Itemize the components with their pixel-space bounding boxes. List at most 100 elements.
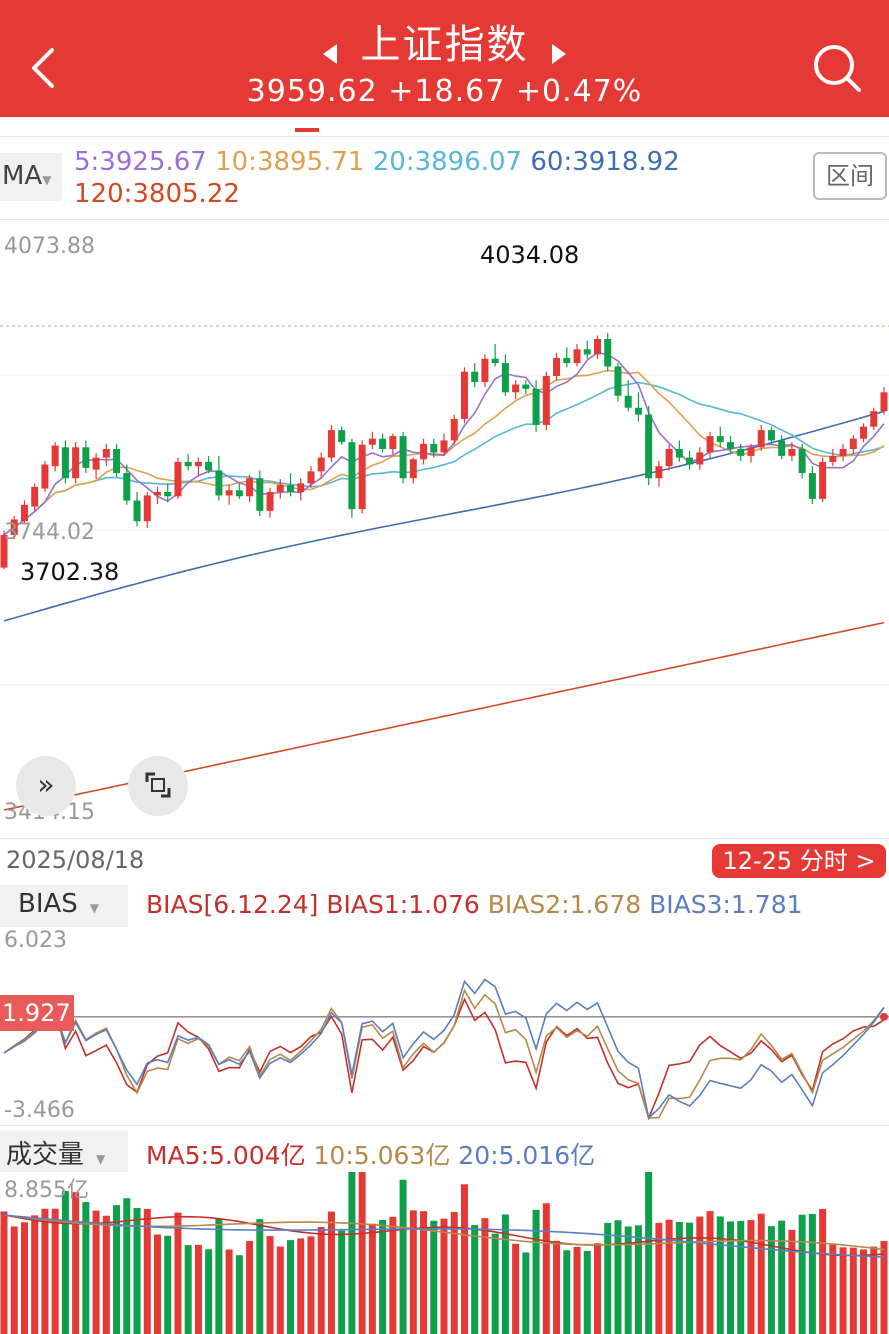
volume-bar (31, 1215, 39, 1334)
prev-index-icon[interactable] (323, 43, 338, 64)
candle (205, 461, 213, 471)
range-button[interactable]: 区间 (813, 152, 887, 200)
chevron-down-icon: ▼ (42, 173, 52, 187)
divider (0, 136, 889, 137)
candle (460, 371, 468, 419)
volume-bar (72, 1192, 80, 1334)
candle (573, 349, 581, 364)
volume-bar (194, 1244, 202, 1334)
candle (819, 461, 827, 499)
ma60-value: 60:3918.92 (530, 147, 680, 177)
volume-bar (256, 1219, 264, 1334)
volume-bar (655, 1222, 663, 1334)
volume-ma20: 20:5.016亿 (458, 1141, 596, 1170)
candle (686, 457, 694, 465)
volume-bar (358, 1172, 366, 1334)
candle (102, 449, 110, 458)
candle (696, 452, 704, 465)
volume-bar (174, 1212, 182, 1334)
candle (10, 519, 18, 535)
candle (440, 440, 448, 453)
candle (92, 457, 100, 470)
candle (624, 395, 632, 408)
y-axis-high: 4073.88 (4, 234, 95, 259)
bias-y-top: 6.023 (4, 928, 67, 953)
bias2-value: BIAS2:1.678 (487, 890, 642, 919)
y-axis-mid: 3744.02 (4, 520, 95, 545)
volume-bar (645, 1172, 653, 1334)
candle (266, 491, 274, 511)
bias-params: BIAS[6.12.24] (146, 890, 319, 919)
fullscreen-icon[interactable] (128, 756, 188, 816)
candle (645, 414, 653, 479)
bias-end-dot (880, 1012, 888, 1021)
volume-bar (235, 1255, 243, 1334)
volume-y-top: 8.855亿 (4, 1178, 89, 1203)
volume-selector[interactable]: 成交量 ▼ (0, 1130, 128, 1172)
volume-bar (829, 1244, 837, 1334)
volume-bar (727, 1221, 735, 1334)
bias-chart[interactable] (0, 925, 889, 1125)
candle (808, 473, 816, 499)
candle (235, 490, 243, 497)
volume-bar (153, 1234, 161, 1334)
bias3-line (3, 978, 885, 1120)
ma20-value: 20:3896.07 (372, 147, 523, 177)
current-price: 3959.62 (246, 74, 378, 109)
volume-bar (665, 1219, 673, 1334)
volume-bar (20, 1222, 28, 1334)
candle (849, 438, 857, 450)
volume-bar (440, 1218, 448, 1334)
volume-bar (839, 1247, 847, 1334)
candle (778, 440, 786, 456)
volume-bar (860, 1249, 868, 1334)
volume-bar (92, 1210, 100, 1334)
candle (256, 478, 264, 511)
candle (614, 366, 622, 396)
double-chevron-right-icon[interactable]: » (16, 756, 76, 816)
bias-y-bottom: -3.466 (4, 1098, 75, 1123)
chevron-down-icon: ▼ (96, 1152, 106, 1166)
date-label: 2025/08/18 (6, 846, 145, 874)
bias-selector-label: BIAS (18, 889, 78, 919)
volume-bar (471, 1225, 479, 1334)
candle (522, 384, 530, 389)
bias-legend: BIAS[6.12.24] BIAS1:1.076 BIAS2:1.678 BI… (146, 890, 803, 919)
volume-bar (430, 1220, 438, 1334)
ma120-value: 120:3805.22 (74, 179, 240, 209)
candle (389, 436, 397, 450)
volume-bar (675, 1222, 683, 1334)
bias-selector[interactable]: BIAS ▼ (0, 885, 128, 927)
volume-bar (634, 1225, 642, 1334)
intraday-button[interactable]: 12-25 分时 > (712, 844, 886, 878)
candlestick-chart[interactable] (0, 220, 889, 838)
candle (512, 384, 520, 393)
bias2-line (3, 988, 885, 1119)
max-price-label: 4034.08 (480, 241, 580, 269)
volume-bar (593, 1243, 601, 1334)
divider (0, 219, 889, 220)
candle (727, 442, 735, 450)
ma-selector[interactable]: MA▼ (0, 153, 62, 201)
candle (379, 438, 387, 450)
volume-chart[interactable] (0, 1172, 889, 1334)
candle (338, 430, 346, 443)
search-icon[interactable] (811, 42, 863, 94)
candle (481, 358, 489, 382)
candle (716, 436, 724, 443)
volume-bar (747, 1220, 755, 1334)
volume-bar (880, 1241, 888, 1334)
candle (553, 357, 561, 376)
volume-bar (215, 1218, 223, 1334)
volume-bar (870, 1246, 878, 1334)
bias1-value: BIAS1:1.076 (326, 890, 480, 919)
candle (542, 375, 550, 425)
volume-bar (614, 1220, 622, 1334)
back-arrow-icon[interactable] (28, 44, 60, 92)
next-index-icon[interactable] (551, 43, 566, 64)
volume-bar (123, 1198, 131, 1334)
candle (368, 438, 376, 445)
volume-bar (276, 1246, 284, 1334)
volume-bar (379, 1220, 387, 1334)
volume-bar (184, 1245, 192, 1334)
